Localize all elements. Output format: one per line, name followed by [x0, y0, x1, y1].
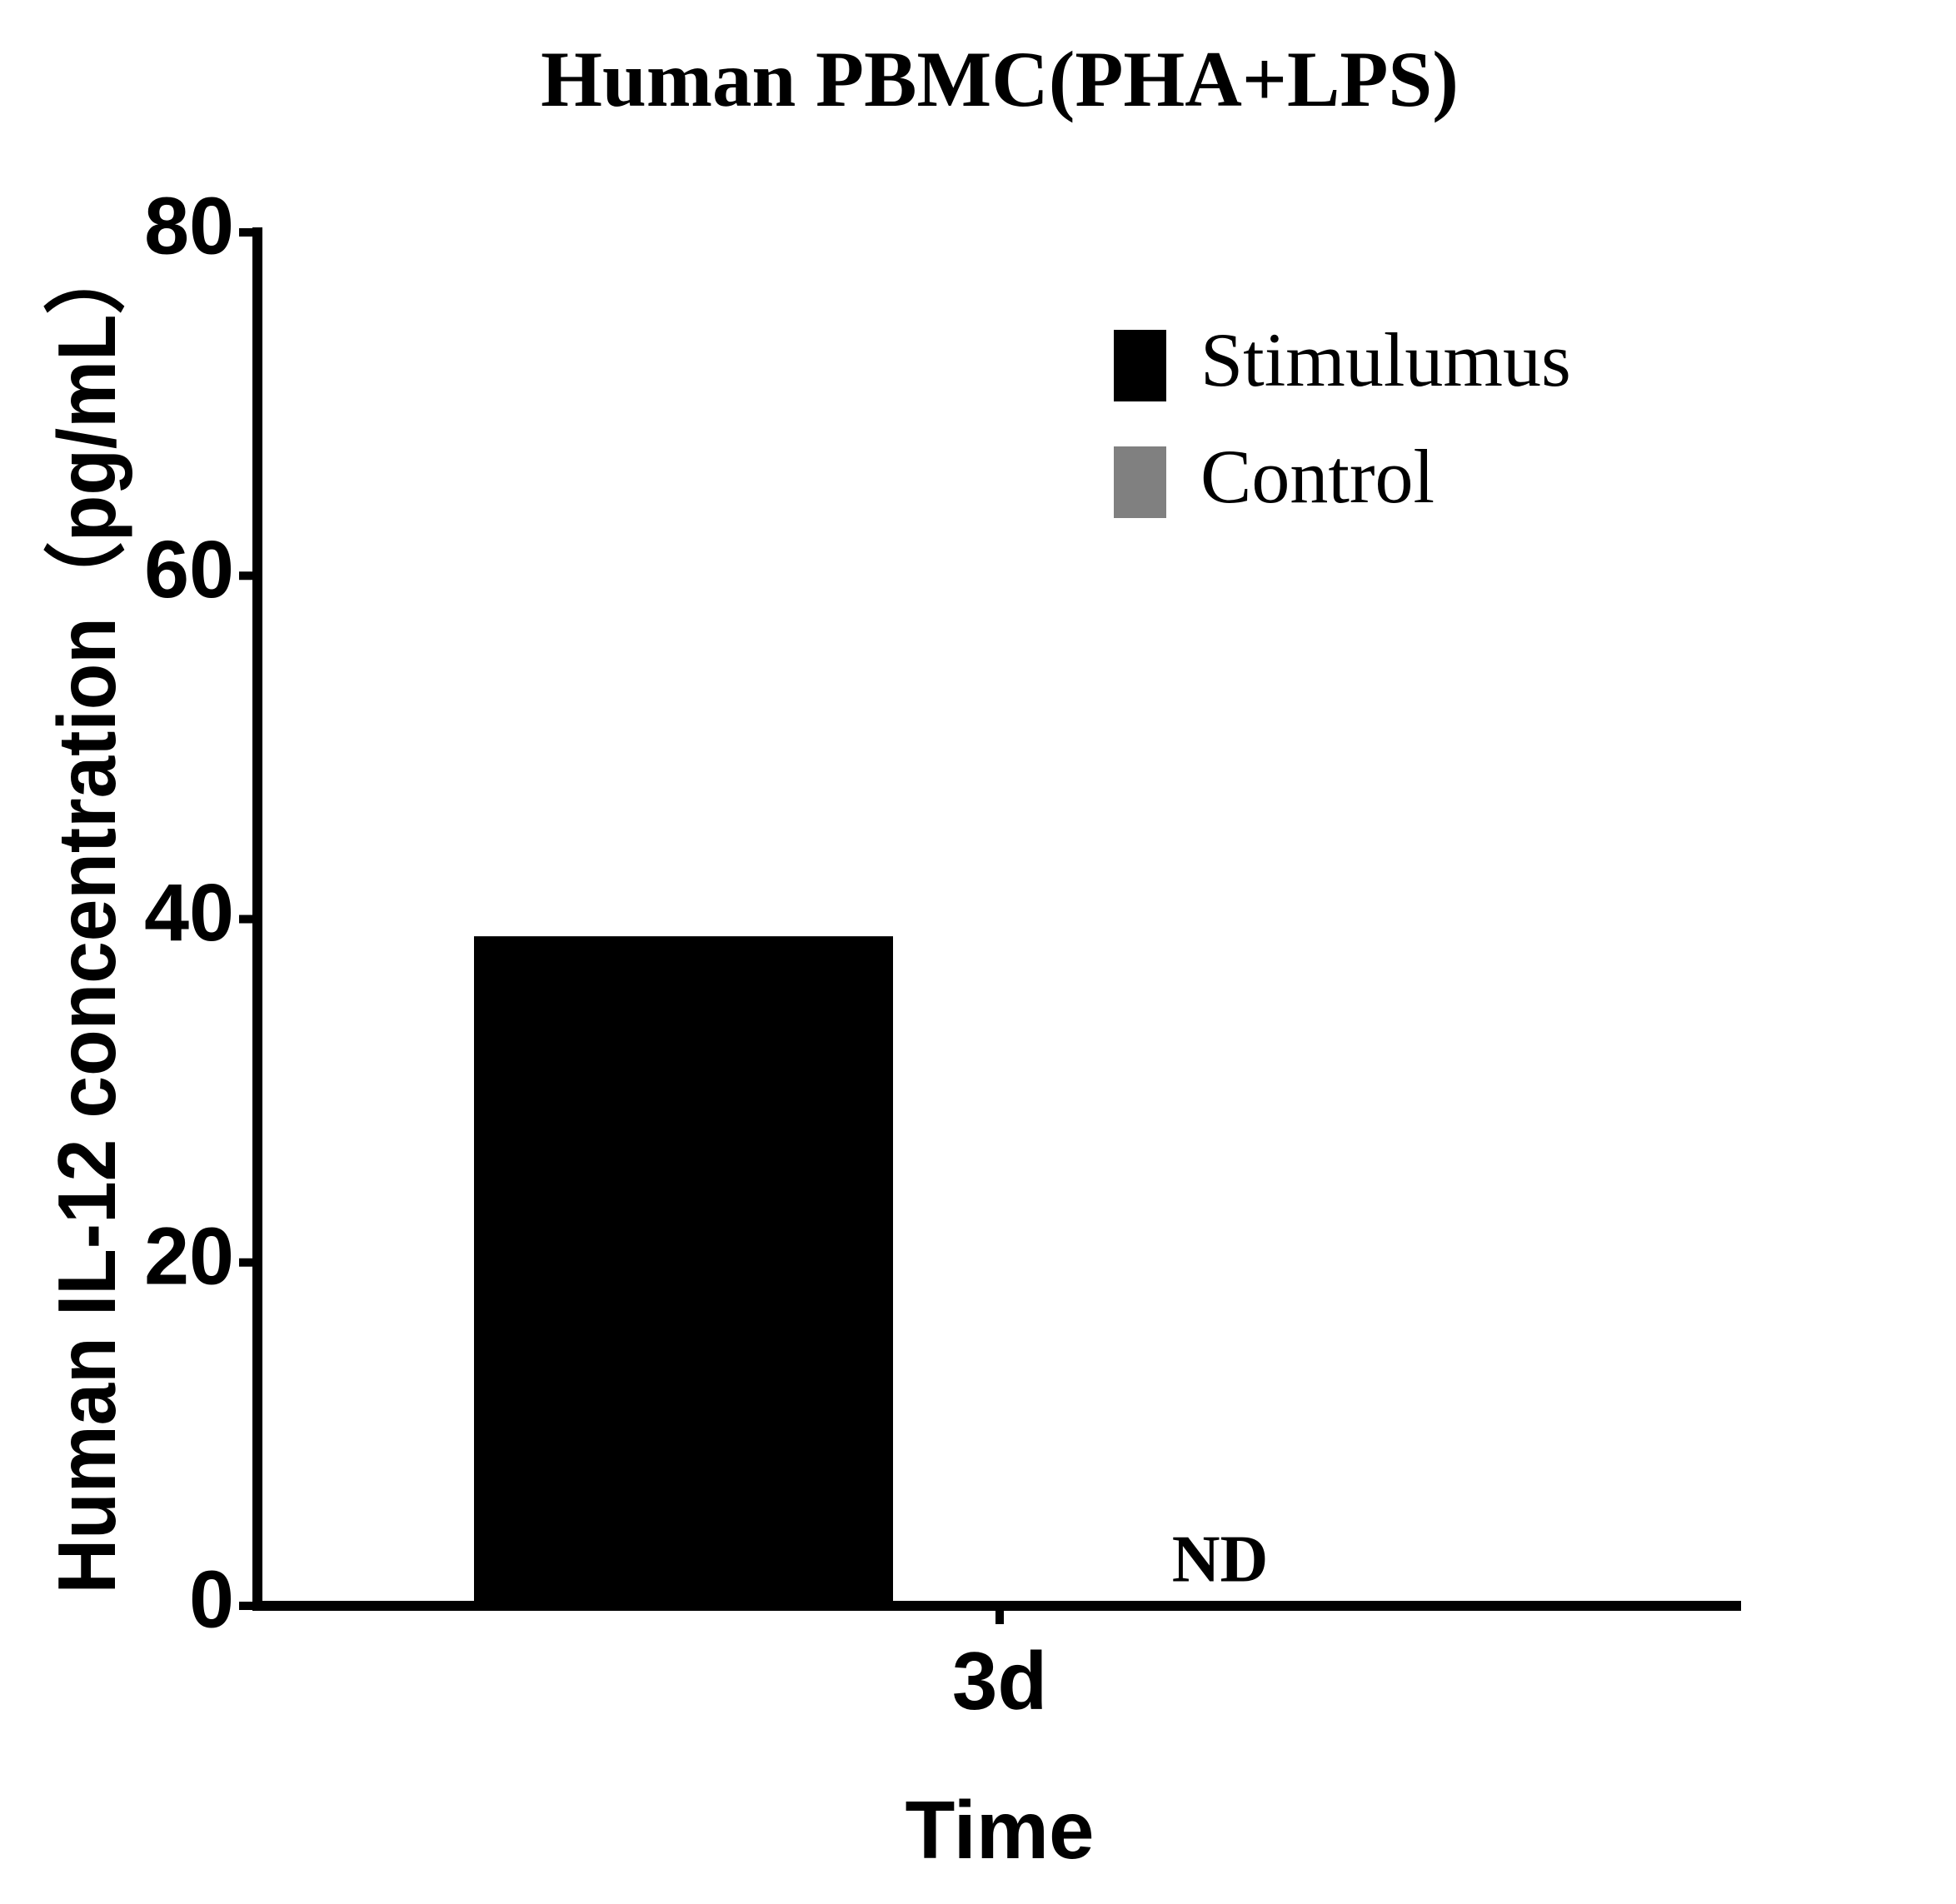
chart-title: Human PBMC(PHA+LPS): [541, 35, 1459, 123]
bar: [474, 936, 893, 1606]
value-label: ND: [1172, 1523, 1269, 1596]
y-tick-label: 40: [144, 867, 234, 958]
legend-label: Stimulumus: [1200, 317, 1571, 402]
x-axis-label: Time: [906, 1784, 1095, 1876]
legend-swatch: [1114, 330, 1166, 401]
legend-label: Control: [1200, 434, 1435, 519]
y-tick-label: 80: [144, 181, 234, 272]
x-tick-label: 3d: [952, 1635, 1047, 1727]
y-tick-label: 20: [144, 1210, 234, 1301]
y-axis-label: Human IL-12 concentration（pg/mL）: [41, 239, 132, 1594]
y-tick-label: 60: [144, 524, 234, 615]
y-tick-label: 0: [189, 1554, 234, 1645]
legend-swatch: [1114, 446, 1166, 518]
